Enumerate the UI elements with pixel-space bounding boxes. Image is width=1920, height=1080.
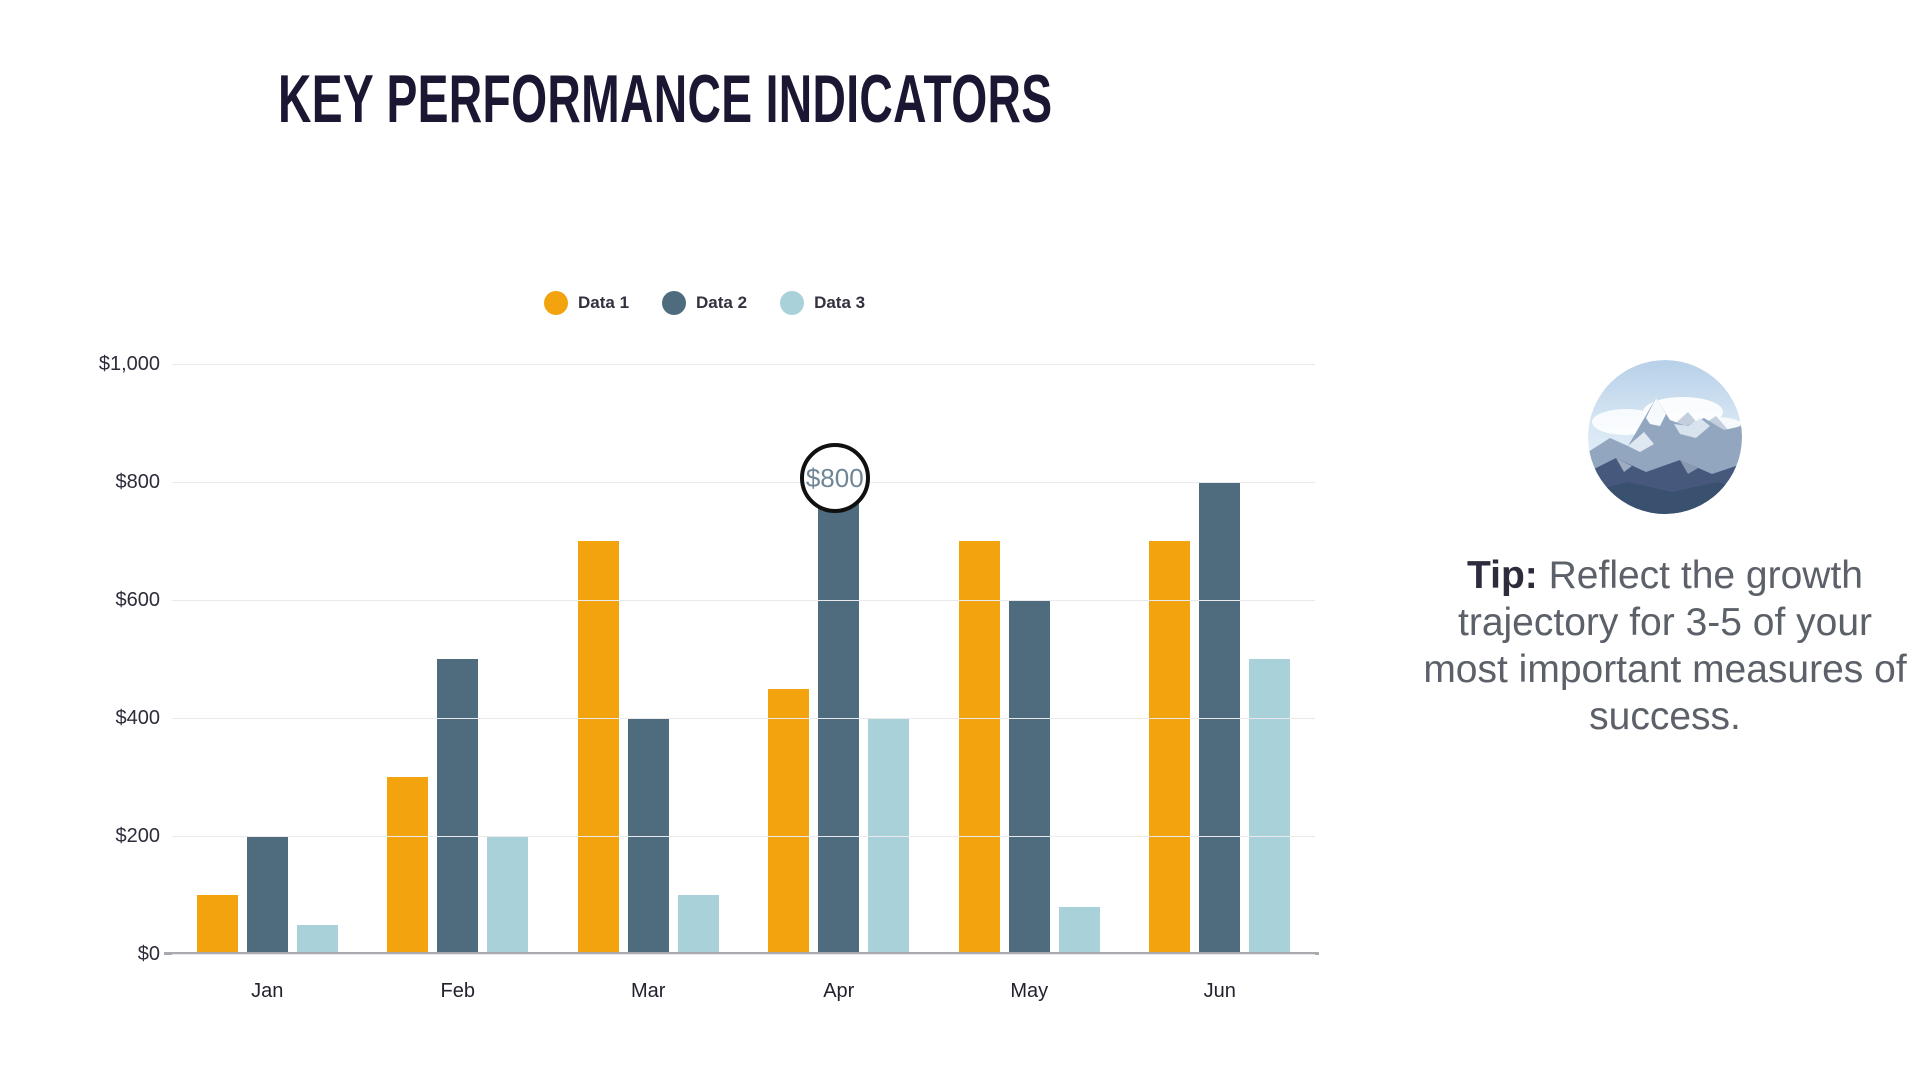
legend-label: Data 1: [578, 293, 630, 312]
x-tick-label: Feb: [440, 980, 475, 1002]
chart-legend: Data 1 Data 2 Data 3: [544, 291, 865, 315]
legend-item-2: Data 2: [662, 291, 747, 315]
y-axis: $0 $200 $400 $600 $800 $1,000: [40, 353, 161, 965]
bar-jan-data2: [246, 836, 288, 954]
bar-jan-data1: [196, 895, 238, 954]
bar-feb-data1: [387, 777, 429, 954]
y-tick-label: $800: [115, 471, 161, 493]
bar-feb-data3: [487, 836, 529, 954]
bar-jan-data3: [296, 924, 338, 954]
x-tick-label: Jun: [1203, 980, 1236, 1002]
x-tick-label: Mar: [631, 980, 666, 1002]
bar-jun-data1: [1149, 541, 1191, 954]
legend-swatch-icon: [780, 291, 805, 315]
tip-body: Reflect the growth trajectory for 3-5 of…: [1423, 554, 1907, 738]
bar-may-data1: [958, 541, 1000, 954]
x-tick-label: May: [1010, 980, 1049, 1002]
bar-group-jan: [172, 364, 363, 954]
bar-mar-data3: [677, 895, 719, 954]
x-tick-label: Apr: [823, 980, 855, 1002]
bar-feb-data2: [437, 659, 479, 954]
legend-label: Data 2: [696, 293, 748, 312]
bar-group-mar: [553, 364, 744, 954]
tip-label: Tip:: [1467, 554, 1538, 597]
x-axis-line: [164, 952, 1319, 955]
data-callout: $800: [799, 443, 870, 513]
y-tick-label: $400: [115, 707, 161, 729]
page-title: KEY PERFORMANCE INDICATORS: [278, 61, 1053, 137]
gridline: [172, 600, 1315, 601]
bar-mar-data1: [577, 541, 619, 954]
y-tick-label: $600: [115, 589, 161, 611]
legend-item-1: Data 1: [544, 291, 629, 315]
bar-group-feb: [363, 364, 554, 954]
bar-group-may: [934, 364, 1125, 954]
gridline: [172, 954, 1315, 955]
gridline: [172, 364, 1315, 365]
legend-item-3: Data 3: [780, 291, 865, 315]
y-tick-label: $0: [137, 943, 160, 965]
gridline: [172, 718, 1315, 719]
mountain-photo: [1588, 360, 1742, 514]
tip-text-block: Tip: Reflect the growth trajectory for 3…: [1415, 552, 1915, 740]
legend-label: Data 3: [814, 293, 866, 312]
x-tick-label: Jan: [251, 980, 284, 1002]
bar-may-data3: [1058, 906, 1100, 954]
bar-may-data2: [1008, 600, 1050, 954]
y-tick-label: $200: [115, 825, 161, 847]
gridline: [172, 836, 1315, 837]
legend-swatch-icon: [662, 291, 687, 315]
bar-jun-data3: [1249, 659, 1291, 954]
bar-apr-data1: [768, 688, 810, 954]
x-axis: Jan Feb Mar Apr May Jun: [172, 976, 1315, 1006]
callout-value: $800: [805, 462, 864, 493]
mountain-illustration: [1588, 360, 1742, 514]
gridline: [172, 482, 1315, 483]
legend-swatch-icon: [544, 291, 568, 315]
y-tick-label: $1,000: [98, 353, 160, 375]
bar-group-jun: [1125, 364, 1316, 954]
bar-groups: [172, 364, 1315, 954]
chart-plot: [164, 364, 1319, 955]
